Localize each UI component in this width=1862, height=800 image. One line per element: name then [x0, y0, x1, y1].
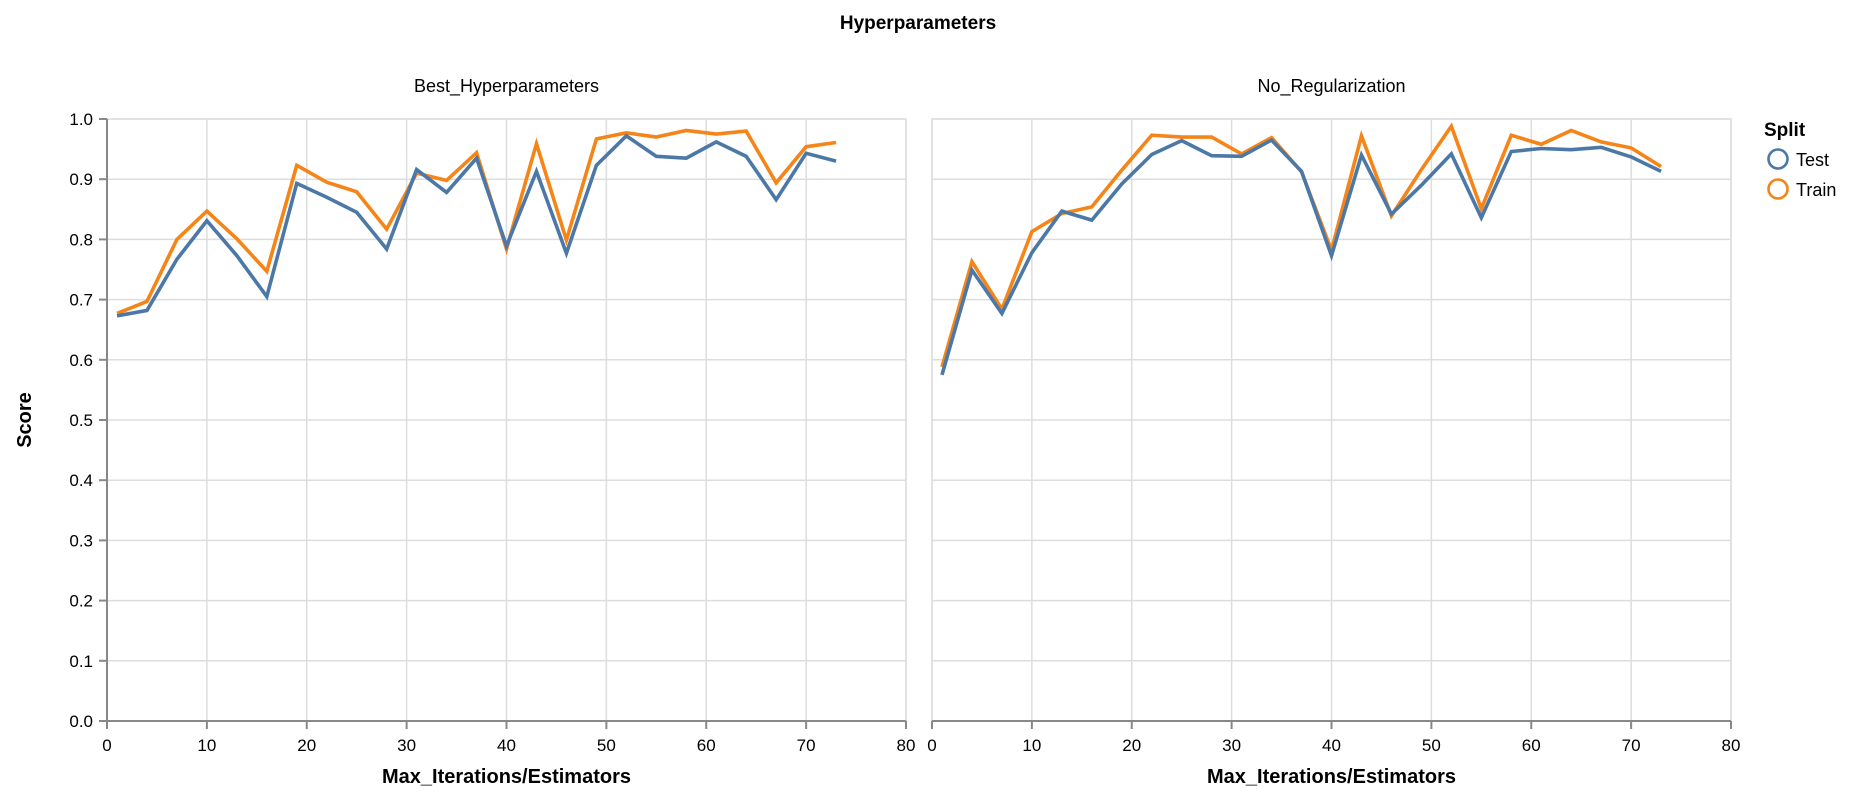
legend-label-train: Train	[1796, 180, 1836, 200]
x-tick-label: 0	[927, 736, 936, 755]
y-tick-label: 0.7	[69, 291, 93, 310]
chart-title: Hyperparameters	[840, 13, 996, 34]
x-tick-label: 80	[1722, 736, 1741, 755]
x-tick-label: 20	[1122, 736, 1141, 755]
y-tick-label: 0.3	[69, 531, 93, 550]
y-tick-label: 0.4	[69, 471, 93, 490]
x-tick-label: 70	[1622, 736, 1641, 755]
x-tick-label: 20	[297, 736, 316, 755]
legend-symbol-train	[1767, 178, 1789, 200]
facet-layer: Best_Hyperparameters 0 10 20 30 40 50 60 70 80 Max…	[69, 76, 1740, 788]
y-tick-label: 0.0	[69, 712, 93, 731]
x-tick-label: 70	[797, 736, 816, 755]
legend-item-test[interactable]: Test	[1767, 148, 1830, 171]
series-line-test[interactable]	[116, 133, 837, 318]
y-tick-label: 0.1	[69, 652, 93, 671]
legend-symbol-test	[1767, 148, 1789, 170]
facet-title: Best_Hyperparameters	[414, 76, 599, 97]
x-tick-label: 50	[1422, 736, 1441, 755]
series-line-train[interactable]	[116, 128, 837, 316]
legend-title: Split	[1764, 120, 1806, 141]
legend: Split Test Train	[1764, 120, 1836, 200]
x-tick-label: 10	[197, 736, 216, 755]
y-axis-title: Score	[14, 392, 36, 448]
series-line-test[interactable]	[940, 137, 1662, 376]
legend-label-test: Test	[1796, 150, 1829, 170]
x-tick-label: 30	[397, 736, 416, 755]
x-tick-label: 10	[1022, 736, 1041, 755]
legend-item-train[interactable]: Train	[1767, 178, 1837, 201]
facet-best-hyperparameters: Best_Hyperparameters 0 10 20 30 40 50 60 70 80 Max…	[69, 76, 915, 788]
x-tick-label: 60	[697, 736, 716, 755]
y-tick-label: 0.6	[69, 351, 93, 370]
y-tick-label: 0.5	[69, 411, 93, 430]
x-tick-label: 0	[102, 736, 111, 755]
facet-no-regularization: No_Regularization 0 10 20 30 40 50 60 70 80 Max_It…	[927, 76, 1740, 788]
x-tick-label: 30	[1222, 736, 1241, 755]
x-tick-label: 40	[1322, 736, 1341, 755]
y-tick-label: 0.9	[69, 170, 93, 189]
y-tick-label: 1.0	[69, 110, 93, 129]
y-tick-label: 0.2	[69, 592, 93, 611]
x-tick-label: 40	[497, 736, 516, 755]
x-tick-label: 60	[1522, 736, 1541, 755]
x-axis-title: Max_Iterations/Estimators	[382, 766, 631, 788]
y-tick-label: 0.8	[69, 230, 93, 249]
facet-title: No_Regularization	[1257, 76, 1405, 97]
x-tick-label: 80	[897, 736, 916, 755]
series-line-train[interactable]	[940, 122, 1663, 368]
x-tick-label: 50	[597, 736, 616, 755]
x-axis-title: Max_Iterations/Estimators	[1207, 766, 1456, 788]
